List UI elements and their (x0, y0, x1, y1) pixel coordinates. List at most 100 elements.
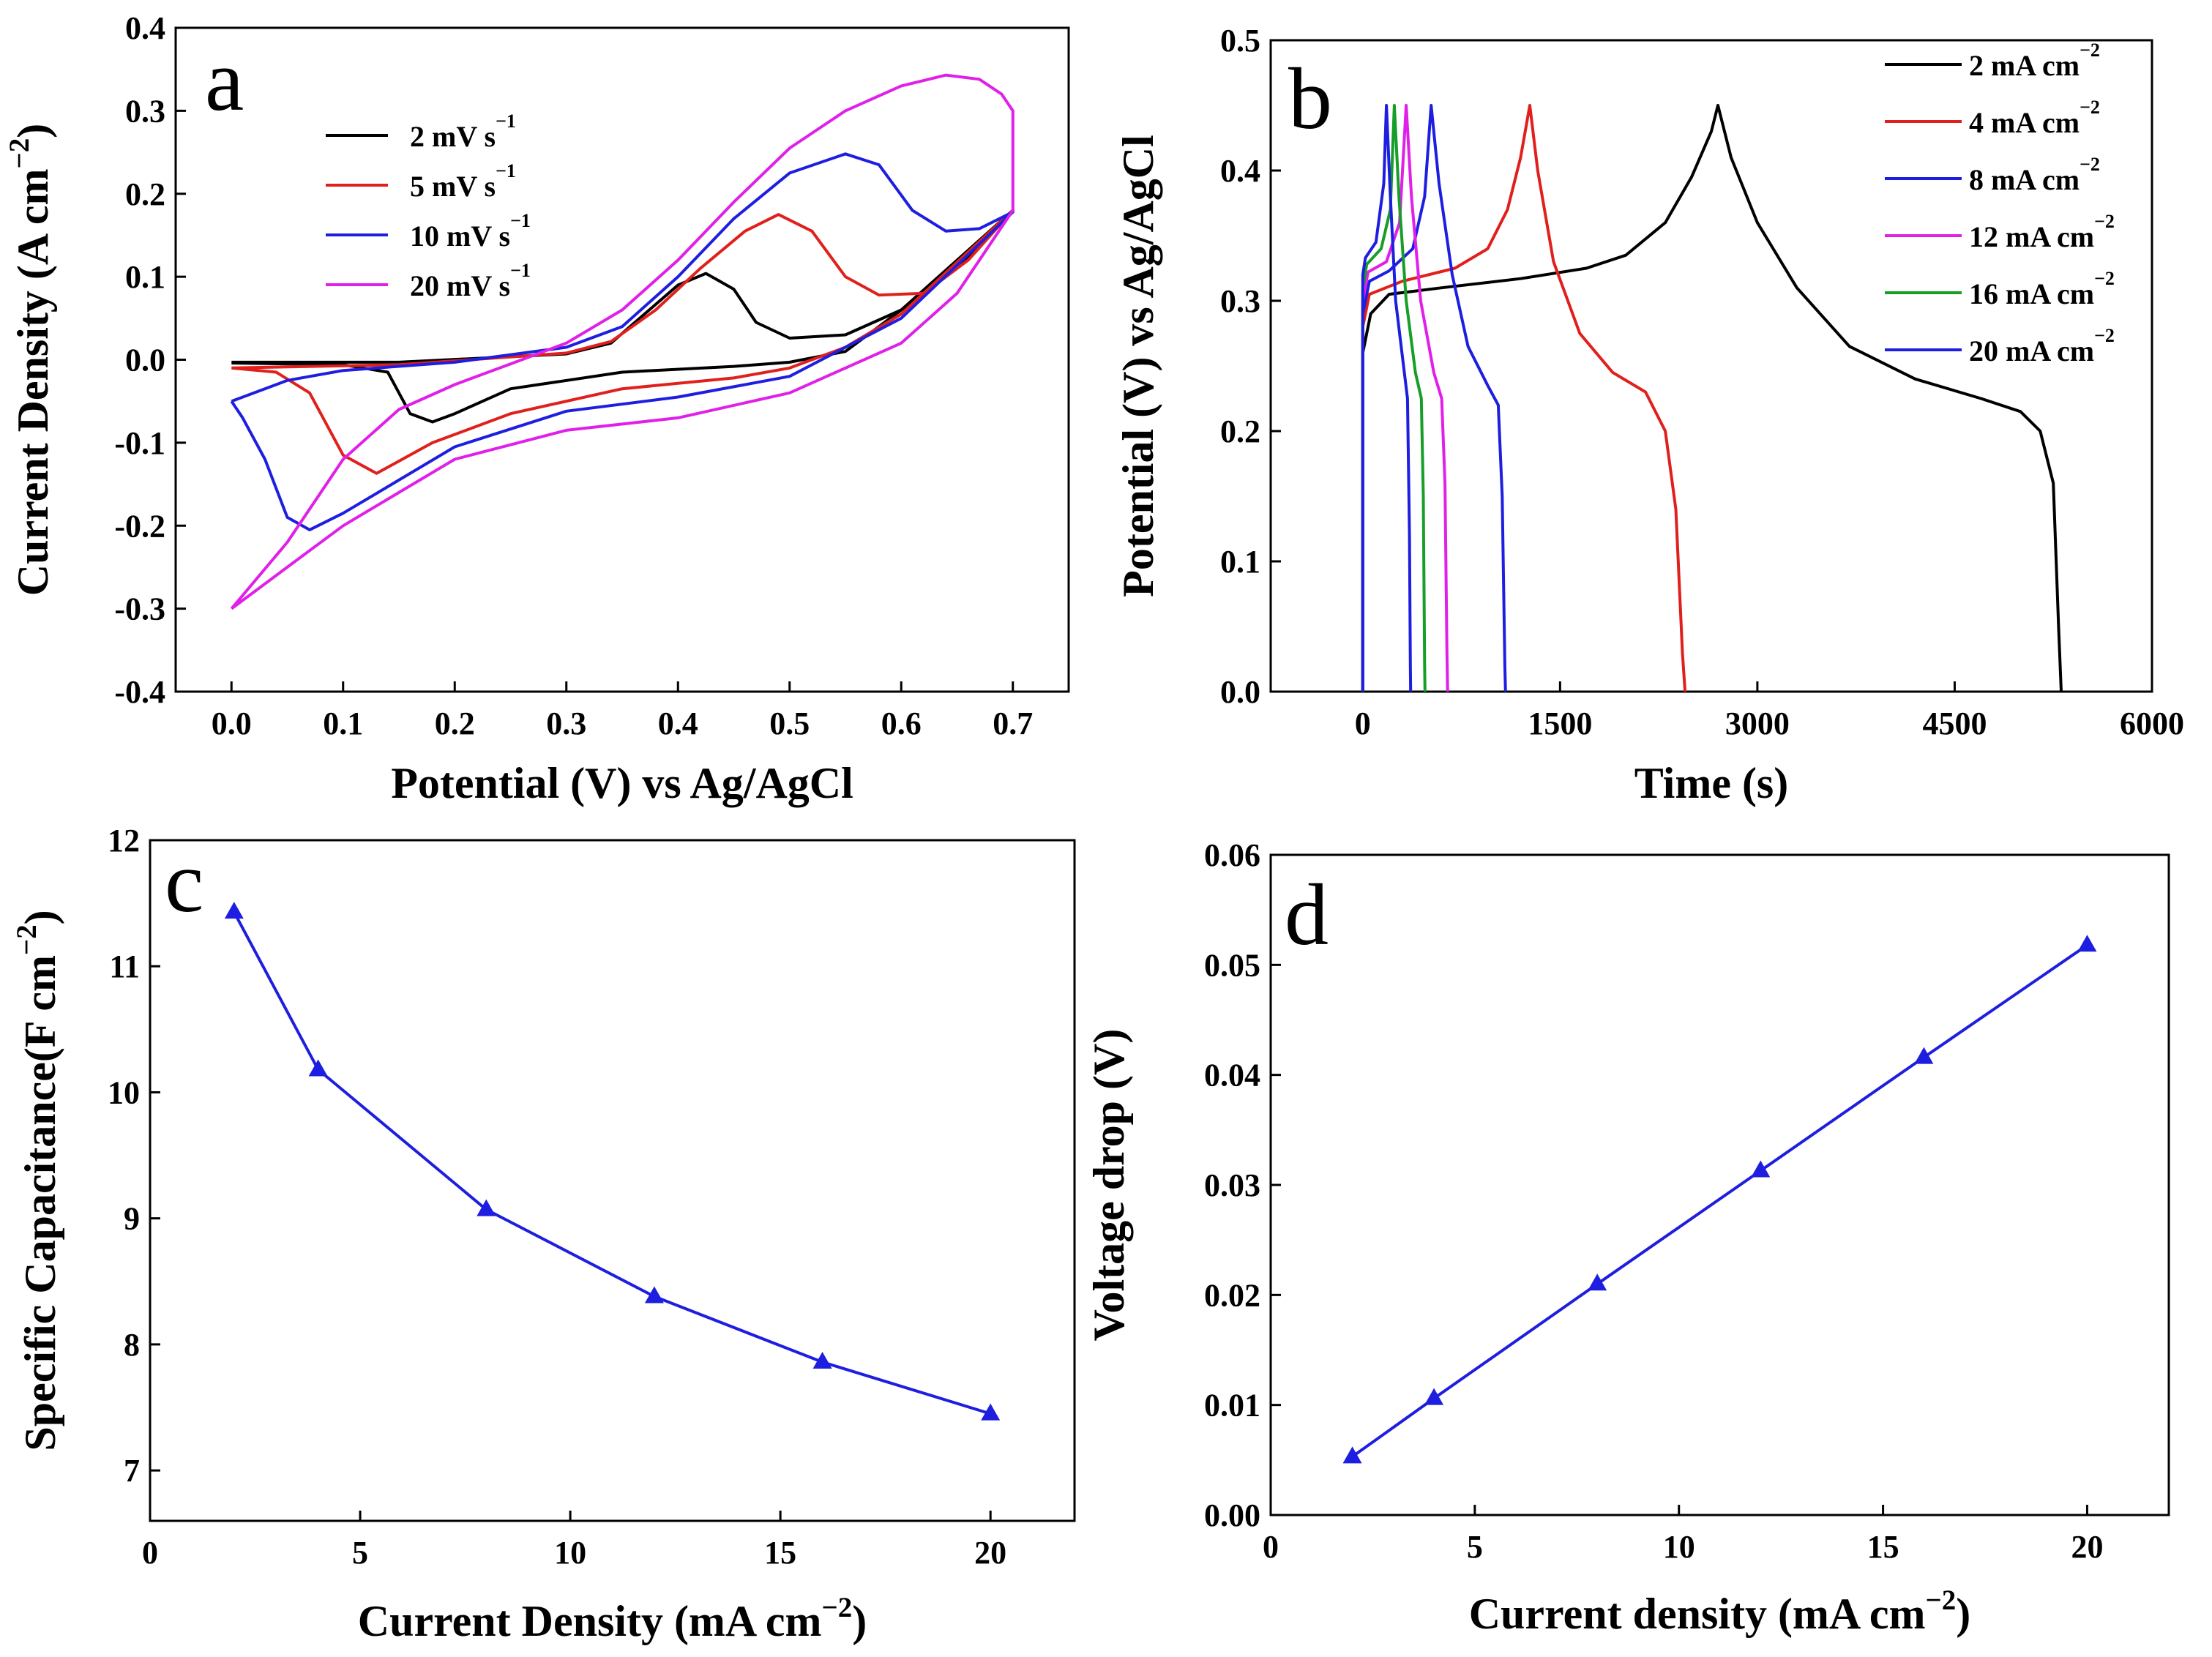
x-tick-label: 20 (2071, 1529, 2103, 1565)
y-tick-label: 0.2 (1220, 414, 1260, 449)
data-point-marker (1342, 1446, 1362, 1464)
plot-area (1361, 104, 2063, 692)
cv-curve-3 (230, 152, 1015, 531)
y-tick-label: 0.02 (1204, 1277, 1260, 1313)
plot-area (1351, 943, 2088, 1458)
data-point-marker (2077, 935, 2097, 952)
y-tick-label: 0.05 (1204, 947, 1260, 983)
legend-label: 20 mA cm−2 (1969, 325, 2115, 367)
x-tick-label: 5 (1467, 1529, 1483, 1565)
legend-label: 12 mA cm−2 (1969, 211, 2115, 253)
x-tick-label: 4500 (1922, 706, 1987, 741)
x-tick-label: 20 (974, 1535, 1006, 1571)
y-axis-label: Specific Capacitance(F cm−2) (11, 910, 64, 1451)
x-tick-label: 15 (764, 1535, 796, 1571)
y-tick-label: 0.04 (1204, 1058, 1260, 1093)
legend-label-text: 5 mV s (410, 170, 496, 203)
legend-label: 8 mA cm−2 (1969, 154, 2100, 196)
x-tick-label: 0.4 (658, 706, 698, 741)
gcd-curve-2 (1361, 104, 1687, 692)
y-tick-label: 0.0 (1220, 674, 1260, 710)
y-tick-label: 12 (108, 823, 140, 859)
y-tick-label: 0.5 (1220, 23, 1260, 59)
y-tick-label: 8 (124, 1327, 140, 1363)
x-tick-label: 0.1 (323, 706, 363, 741)
y-tick-label: 0.06 (1204, 837, 1260, 873)
legend-label: 10 mV s−1 (410, 210, 531, 253)
plot-frame (149, 839, 1076, 1522)
x-axis-label: Current density (mA cm−2) (1469, 1585, 1971, 1638)
gcd-curve-5 (1361, 104, 1427, 692)
y-tick-label: 9 (124, 1201, 140, 1237)
data-point-marker (1914, 1047, 1934, 1064)
y-axis-label-text: Specific Capacitance(F cm (16, 955, 64, 1451)
x-axis-label-sup: −2 (1926, 1585, 1957, 1616)
x-axis-label: Current Density (mA cm−2) (358, 1592, 867, 1645)
y-tick-label: 0.3 (125, 93, 165, 129)
x-tick-label: 0.5 (769, 706, 810, 741)
y-tick-label: -0.1 (114, 425, 165, 461)
x-tick-label: 0.0 (212, 706, 252, 741)
y-tick-label: 0.2 (125, 176, 165, 212)
x-axis-label: Time (s) (1634, 759, 1789, 807)
gcd-curve-6 (1361, 104, 1413, 692)
plot-frame (1269, 39, 2153, 693)
legend-label-sup: −1 (510, 260, 531, 281)
legend-label: 2 mV s−1 (410, 111, 516, 153)
x-tick-label: 0.3 (546, 706, 586, 741)
gcd-curve-4 (1361, 104, 1449, 692)
legend-label-sup: −1 (510, 210, 531, 231)
x-tick-label: 0 (142, 1535, 158, 1571)
panel-a: 0.0 0.1 0.2 0.3 0.4 0.5 0.6 0.7 -0.4 -0.3 -0.2 -0.1… (4, 10, 1070, 807)
y-tick-label: 0.00 (1204, 1497, 1260, 1533)
x-tick-label: 0 (1263, 1529, 1279, 1565)
y-axis-label-close: ) (9, 124, 57, 138)
legend-label-sup: −2 (2080, 97, 2100, 118)
data-point-marker (224, 902, 244, 919)
y-tick-label: -0.2 (114, 508, 165, 544)
legend-label-sup: −2 (2094, 268, 2115, 289)
legend-label: 4 mA cm−2 (1969, 97, 2100, 139)
x-axis-label-text: Current density (mA cm (1469, 1590, 1926, 1638)
panel-letter: d (1285, 866, 1329, 963)
legend-label-sup: −2 (2094, 211, 2115, 232)
legend-label-text: 12 mA cm (1969, 220, 2094, 253)
legend-label-text: 10 mV s (410, 220, 510, 253)
y-tick-label: -0.3 (114, 591, 165, 627)
gcd-curve-3 (1361, 104, 1507, 692)
cv-curve-4 (230, 73, 1015, 610)
y-axis-label: Potential (V) vs Ag/AgCl (1114, 135, 1162, 597)
legend-label-text: 8 mA cm (1969, 163, 2080, 196)
legend-label-text: 2 mA cm (1969, 49, 2080, 82)
data-point-marker (477, 1199, 496, 1216)
data-point-marker (308, 1059, 328, 1077)
legend-label-sup: −2 (2080, 154, 2100, 175)
legend-label: 20 mV s−1 (410, 260, 531, 302)
y-tick-label: 0.03 (1204, 1167, 1260, 1203)
y-tick-label: 7 (124, 1453, 140, 1489)
x-tick-label: 0 (1355, 706, 1371, 741)
y-tick-label: 0.1 (125, 259, 165, 295)
y-axis-label: Current Density (A cm−2) (4, 124, 57, 596)
y-axis-label-text: Voltage drop (V) (1085, 1029, 1133, 1342)
plot-frame (174, 26, 1070, 693)
panel-d: 0 5 10 15 20 0.00 0.01 0.02 0.03 0.04 0.05 0.06 Curr… (1085, 837, 2170, 1638)
x-tick-label: 0.7 (993, 706, 1033, 741)
y-tick-label: 0.0 (125, 343, 165, 378)
legend-label-text: 16 mA cm (1969, 277, 2094, 310)
x-axis-label-close: ) (1956, 1590, 1970, 1638)
y-tick-label: 10 (108, 1074, 140, 1110)
plot-area (233, 911, 991, 1415)
y-axis-label: Voltage drop (V) (1085, 1029, 1133, 1342)
legend-label-sup: −1 (496, 160, 516, 182)
data-point-marker (812, 1352, 832, 1369)
y-axis-label-sup: −2 (11, 924, 42, 955)
legend-label-text: 4 mA cm (1969, 106, 2080, 139)
x-tick-label: 0.2 (435, 706, 475, 741)
legend-label-text: 20 mV s (410, 269, 510, 302)
x-tick-label: 6000 (2120, 706, 2184, 741)
x-axis-label-text: Current Density (mA cm (358, 1597, 822, 1645)
x-axis-label-text: Time (s) (1634, 759, 1789, 807)
x-tick-label: 10 (1663, 1529, 1695, 1565)
